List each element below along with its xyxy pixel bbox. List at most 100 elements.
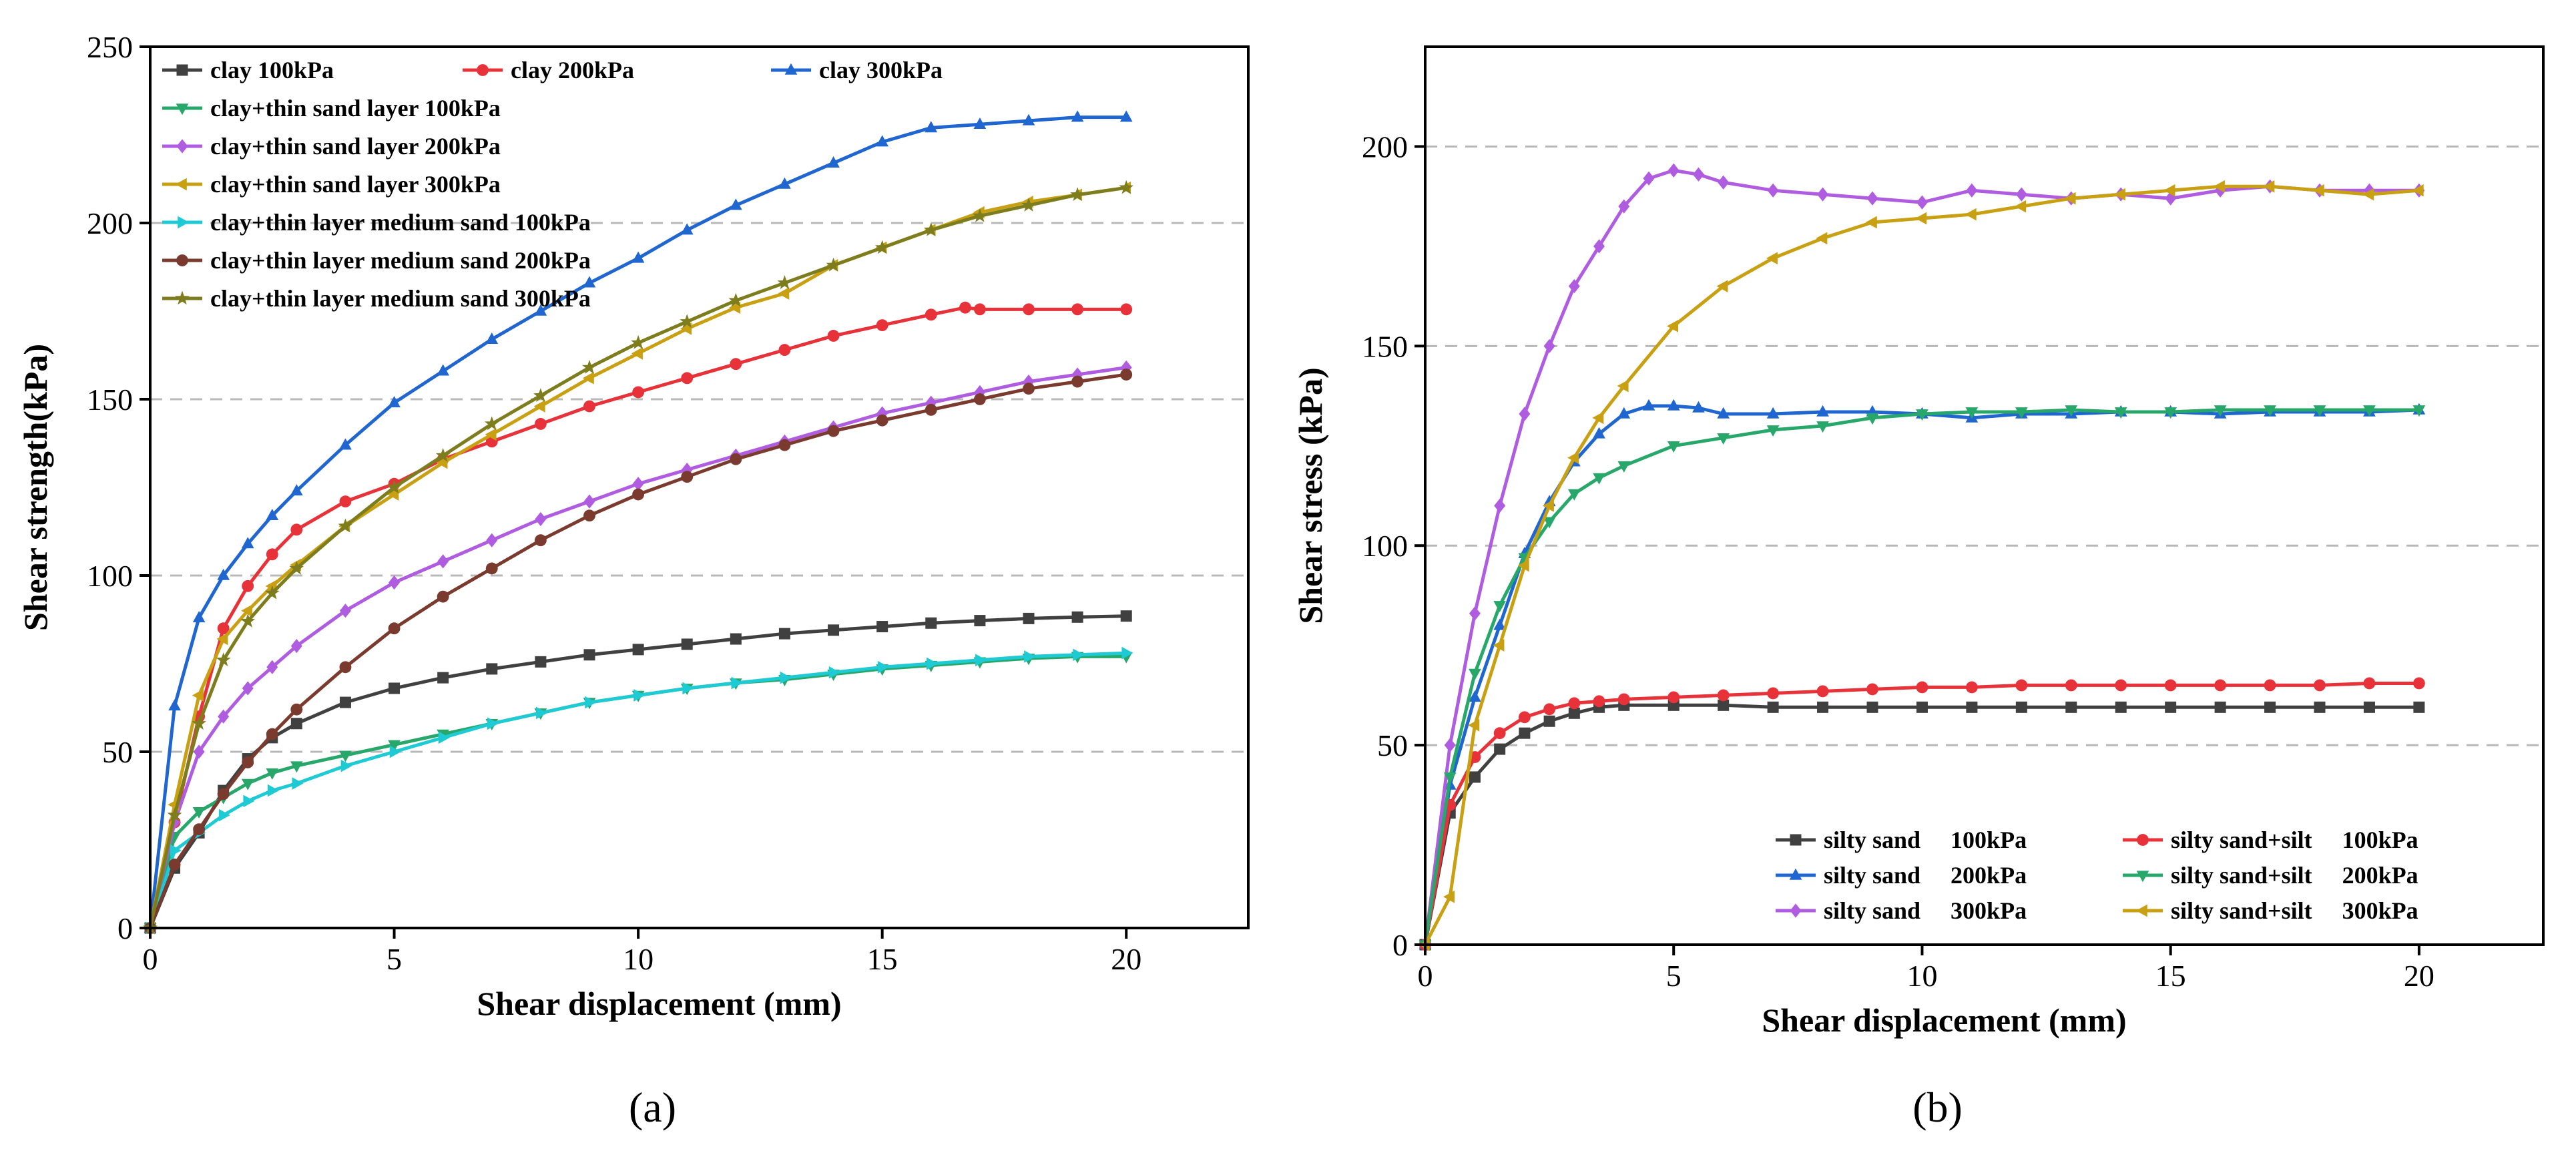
legend-item: clay+thin sand layer 200kPa [162, 133, 501, 160]
legend-label: silty sand 300kPa [1824, 897, 2027, 924]
data-point [1617, 407, 1631, 419]
data-point [1070, 187, 1085, 201]
y-tick-label: 200 [1362, 130, 1408, 164]
data-point [266, 509, 279, 521]
data-point [1493, 727, 1506, 740]
data-point [2312, 184, 2324, 197]
data-point [1543, 338, 1555, 353]
data-point [2214, 405, 2227, 417]
x-tick-label: 5 [1666, 959, 1682, 993]
data-point [266, 768, 279, 780]
data-point [1716, 280, 1728, 293]
data-point [535, 656, 547, 668]
data-point [2314, 679, 2326, 692]
data-point [827, 425, 840, 437]
y-tick-label: 150 [87, 383, 133, 417]
data-point [1667, 163, 1680, 178]
data-point [340, 759, 352, 772]
data-point [242, 756, 254, 768]
data-point [290, 718, 302, 730]
legend-item: clay+thin sand layer 100kPa [162, 95, 501, 122]
data-point [168, 859, 181, 871]
data-point [192, 716, 206, 730]
data-point [1966, 701, 1978, 713]
x-tick-label: 10 [623, 942, 654, 976]
legend: clay 100kPa clay 200kPa clay 300kPa clay+th… [162, 57, 943, 312]
data-point [485, 428, 497, 441]
data-point [973, 117, 987, 129]
data-point [168, 699, 181, 711]
legend-swatch-marker [175, 290, 190, 305]
series-8 [144, 369, 1133, 934]
data-point [1071, 303, 1084, 316]
data-point [1593, 473, 1605, 485]
data-point [828, 624, 840, 636]
data-point [680, 314, 695, 328]
data-point [2065, 405, 2078, 417]
data-point [266, 548, 278, 561]
data-point [338, 518, 353, 533]
data-point [1568, 279, 1580, 294]
data-point [1617, 693, 1630, 706]
data-point [583, 509, 595, 522]
y-axis-title: Shear stress (kPa) [1292, 367, 1329, 624]
data-point [2264, 405, 2276, 417]
data-point [437, 672, 449, 684]
data-point [778, 439, 791, 451]
x-tick-label: 5 [387, 942, 402, 976]
data-point [1667, 441, 1680, 453]
panel-label: (a) [629, 1084, 676, 1131]
data-point [583, 649, 595, 661]
data-point [729, 198, 742, 210]
data-point [486, 533, 498, 547]
data-point [534, 418, 547, 430]
y-tick-label: 200 [87, 206, 133, 240]
data-point [2114, 407, 2127, 419]
legend-label: clay+thin sand layer 200kPa [210, 133, 501, 160]
y-tick-label: 50 [1377, 728, 1408, 762]
data-point [680, 223, 694, 235]
data-point [435, 448, 451, 462]
data-point [241, 778, 254, 790]
legend-item: clay 300kPa [771, 57, 943, 83]
y-tick-label: 100 [87, 559, 133, 593]
data-point [536, 706, 548, 720]
data-point [874, 240, 890, 254]
data-point [193, 744, 205, 759]
series-line [148, 116, 1127, 929]
y-tick-label: 0 [1392, 928, 1408, 962]
data-point [633, 689, 646, 702]
data-point [1021, 198, 1036, 212]
data-point [778, 344, 791, 357]
data-point [1816, 685, 1829, 698]
data-point [632, 644, 644, 656]
data-point [1816, 421, 1829, 433]
legend-label: clay 100kPa [210, 57, 334, 83]
legend-label: clay+thin sand layer 100kPa [210, 95, 501, 122]
plot-frame [1424, 45, 2545, 946]
data-point [1071, 375, 1084, 388]
data-point [827, 330, 840, 342]
data-point [925, 403, 937, 416]
data-point [1692, 167, 1704, 182]
data-point [1965, 681, 1978, 694]
data-point [730, 358, 742, 371]
data-point [266, 728, 278, 740]
data-point [730, 633, 742, 645]
data-point [778, 628, 790, 640]
data-point [973, 393, 986, 405]
x-tick-label: 15 [2155, 959, 2186, 993]
legend-swatch-marker [176, 64, 188, 76]
data-point [2264, 679, 2276, 692]
data-point [292, 777, 304, 790]
data-point [925, 308, 937, 321]
data-point [923, 222, 939, 236]
data-point [585, 696, 597, 709]
legend-swatch-marker [1790, 903, 1802, 918]
data-point [1023, 303, 1035, 316]
data-point [1766, 425, 1780, 437]
data-point [290, 484, 303, 496]
data-point [2165, 701, 2177, 713]
data-point [1593, 695, 1605, 708]
data-point [1965, 407, 1979, 419]
